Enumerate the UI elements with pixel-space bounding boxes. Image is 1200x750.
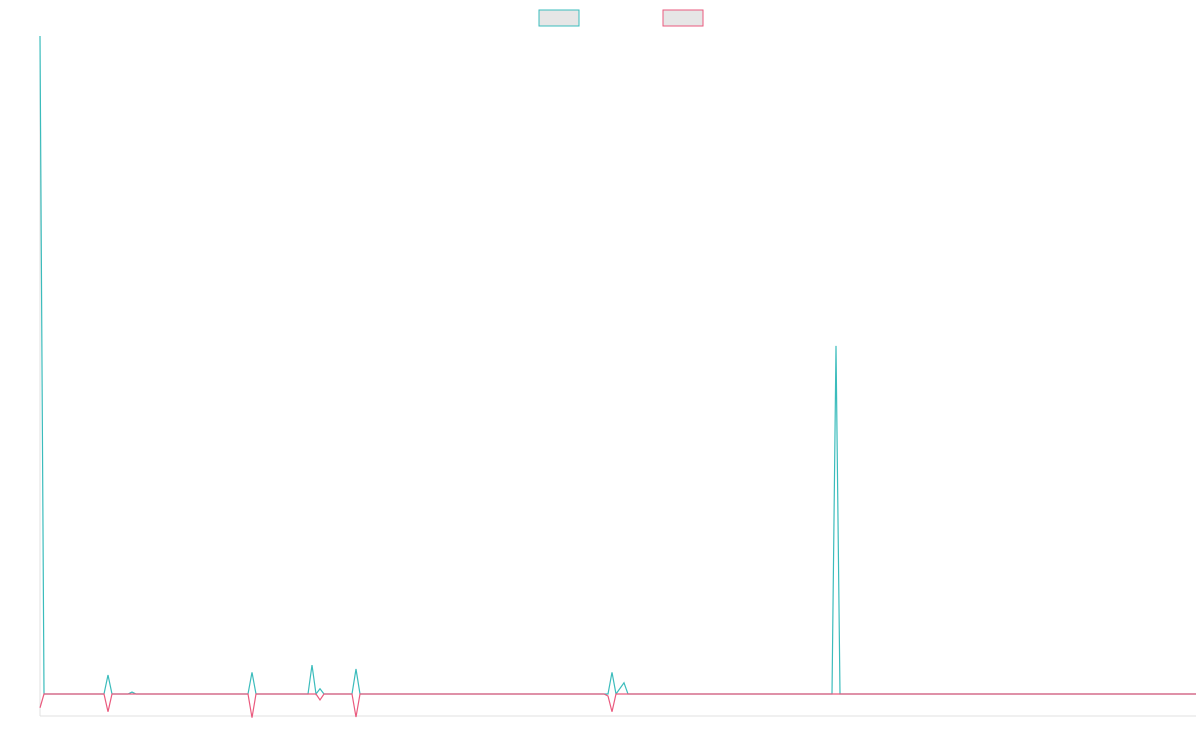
legend-swatch[interactable]	[662, 9, 704, 27]
line-series	[39, 35, 1196, 696]
legend-swatch[interactable]	[538, 9, 580, 27]
line-series	[39, 693, 1196, 718]
